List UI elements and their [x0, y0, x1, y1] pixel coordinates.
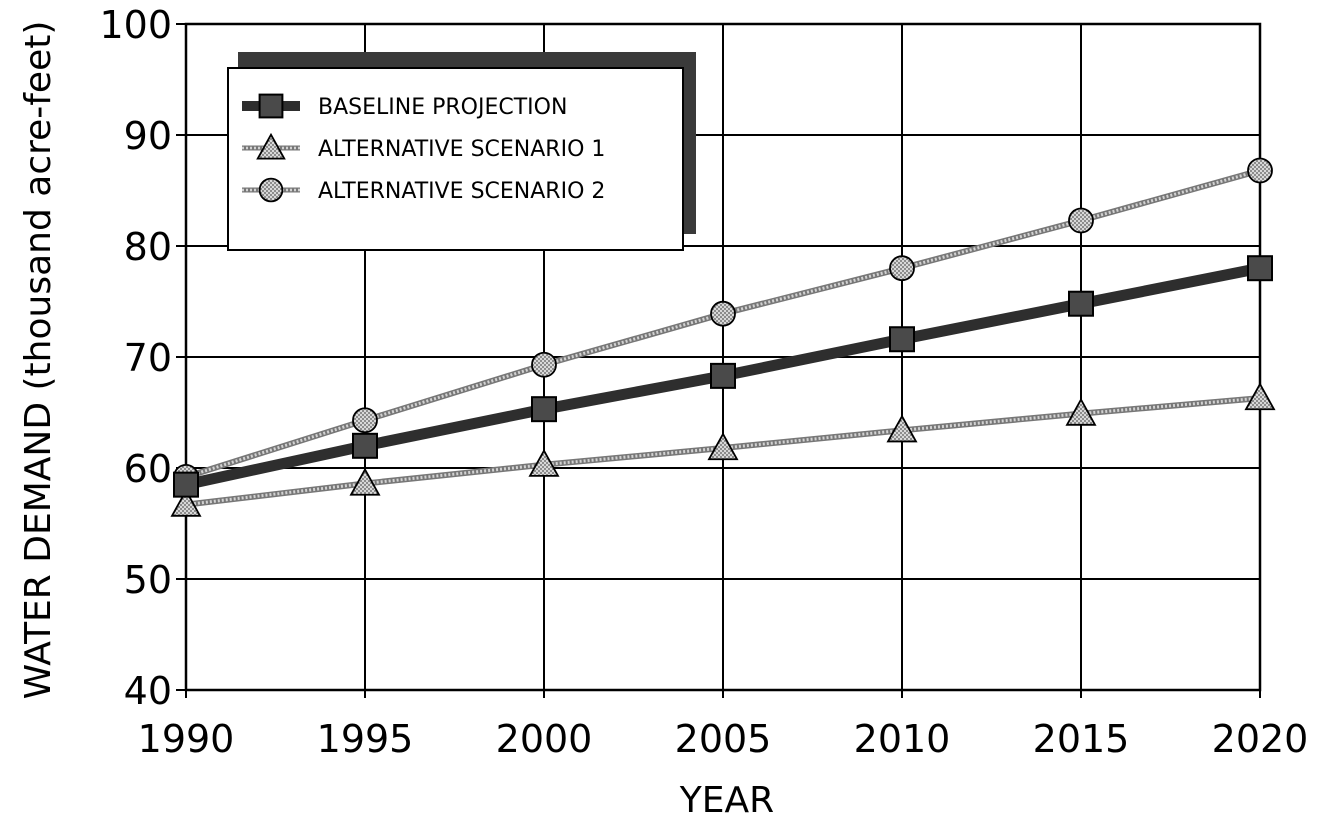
legend-entries: BASELINE PROJECTION ALTERNATIVE SCENARIO …	[242, 93, 605, 204]
data-point	[1065, 397, 1097, 426]
series-circle	[173, 157, 1273, 490]
y-tick-label: 80	[124, 225, 172, 269]
legend-label: BASELINE PROJECTION	[318, 95, 567, 120]
legend-entry: ALTERNATIVE SCENARIO 1	[242, 132, 605, 162]
x-tick-label: 2010	[854, 717, 951, 761]
y-axis-title: WATER DEMAND (thousand acre-feet)	[18, 21, 59, 700]
legend-box	[227, 67, 684, 251]
legend-entry: ALTERNATIVE SCENARIO 2	[242, 177, 605, 204]
y-tick-label: 100	[99, 3, 172, 47]
series-layer	[170, 157, 1276, 517]
plot-frame	[184, 22, 1262, 692]
data-point	[889, 255, 915, 282]
data-point	[1068, 207, 1094, 234]
legend: BASELINE PROJECTION ALTERNATIVE SCENARIO …	[227, 52, 696, 251]
legend-label: ALTERNATIVE SCENARIO 2	[318, 179, 605, 204]
data-point	[1247, 255, 1273, 282]
data-point	[889, 326, 915, 353]
data-point	[1068, 290, 1094, 317]
y-tick-label: 60	[124, 447, 172, 491]
data-point	[1244, 382, 1276, 411]
tick-labels: 1990 1995 2000 2005 2010 2015 2020 40 50 60 70 80 90…	[99, 3, 1308, 761]
data-point	[170, 488, 202, 517]
x-axis-title: YEAR	[679, 780, 774, 821]
legend-marker	[258, 93, 284, 119]
data-point	[710, 362, 736, 389]
data-point	[349, 467, 381, 496]
data-point	[352, 432, 378, 459]
y-tick-label: 70	[124, 336, 172, 380]
series-square	[173, 255, 1273, 498]
data-point	[707, 432, 739, 461]
series-triangle	[170, 382, 1276, 517]
data-point	[531, 351, 557, 378]
x-tick-label: 2015	[1033, 717, 1130, 761]
x-tick-label: 1990	[138, 717, 235, 761]
data-point	[352, 407, 378, 434]
x-tick-label: 1995	[317, 717, 414, 761]
x-tick-label: 2005	[675, 717, 772, 761]
y-tick-label: 50	[124, 558, 172, 602]
legend-entry: BASELINE PROJECTION	[242, 93, 567, 120]
legend-label: ALTERNATIVE SCENARIO 1	[318, 137, 605, 162]
data-point	[1247, 157, 1273, 184]
x-tick-label: 2020	[1212, 717, 1309, 761]
y-tick-label: 40	[124, 669, 172, 713]
legend-marker	[256, 132, 286, 160]
y-tick-label: 90	[124, 114, 172, 158]
data-point	[710, 300, 736, 327]
legend-marker	[258, 177, 284, 203]
x-tick-label: 2000	[496, 717, 593, 761]
data-point	[528, 448, 560, 477]
data-point	[531, 396, 557, 423]
data-point	[173, 471, 199, 498]
data-point	[886, 414, 918, 443]
